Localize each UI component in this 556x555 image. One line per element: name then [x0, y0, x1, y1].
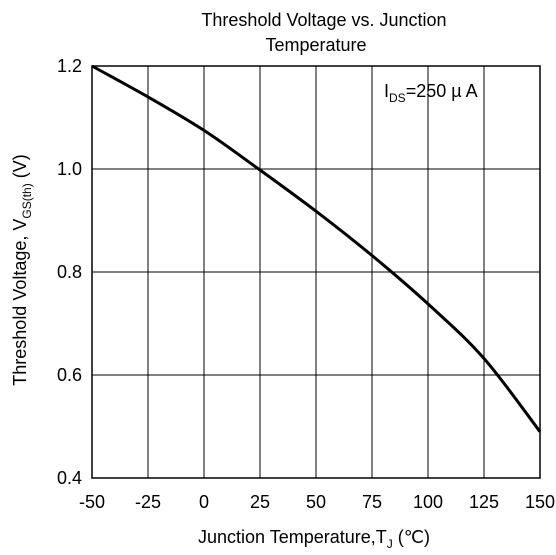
- x-axis-label-main: Junction Temperature,T: [198, 527, 387, 547]
- y-axis-label-unit: (V): [10, 154, 30, 183]
- x-tick-label: 25: [250, 492, 270, 512]
- y-tick-label: 0.6: [57, 365, 82, 385]
- y-axis-label-subscript: GS(th): [20, 183, 34, 218]
- annotation-rest: =250 µ A: [406, 81, 478, 101]
- x-tick-label: 0: [199, 492, 209, 512]
- chart-title-line-2: Temperature: [265, 35, 366, 55]
- x-axis-label-subscript: J: [387, 537, 393, 551]
- annotation-main: I: [384, 81, 389, 101]
- x-tick-label: 75: [362, 492, 382, 512]
- series-line-0: [91, 64, 542, 433]
- annotation: IDS=250 µ A: [384, 81, 478, 105]
- y-axis-label-main: Threshold Voltage, V: [10, 219, 30, 386]
- y-tick-label: 0.8: [57, 262, 82, 282]
- x-axis-label: Junction Temperature,TJ (℃): [198, 527, 430, 551]
- y-tick-label: 1.0: [57, 159, 82, 179]
- x-tick-label: 125: [469, 492, 499, 512]
- x-tick-label: -50: [79, 492, 105, 512]
- y-tick-label: 0.4: [57, 468, 82, 488]
- x-tick-label: -25: [135, 492, 161, 512]
- y-axis-label: Threshold Voltage, VGS(th) (V): [10, 154, 34, 385]
- x-tick-label: 100: [413, 492, 443, 512]
- series: [91, 64, 542, 433]
- x-axis-label-unit: (℃): [393, 527, 430, 547]
- y-tick-label: 1.2: [57, 56, 82, 76]
- tick-labels: -50 -25 0 25 50 75 100 125 150 0.4 0.6 0.8 1.0 1.2: [57, 56, 555, 512]
- x-tick-label: 150: [525, 492, 555, 512]
- annotation-subscript: DS: [389, 91, 406, 105]
- grid: [92, 66, 540, 478]
- x-tick-label: 50: [306, 492, 326, 512]
- chart-title-line-1: Threshold Voltage vs. Junction: [201, 10, 446, 30]
- plot-frame: [91, 65, 541, 479]
